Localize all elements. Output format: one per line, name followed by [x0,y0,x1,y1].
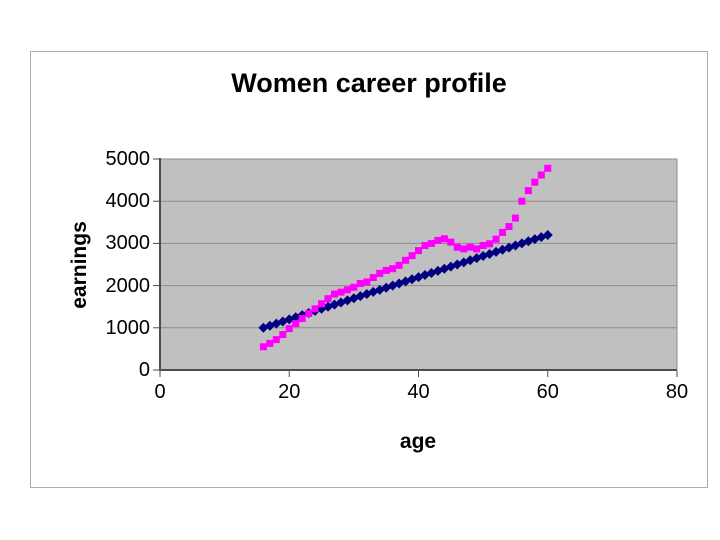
square-marker [330,290,338,298]
square-marker [350,283,358,291]
square-marker [285,325,293,333]
square-marker [505,223,513,231]
square-marker [318,300,326,308]
square-marker [421,242,429,250]
square-marker [492,235,500,243]
square-marker [337,288,345,296]
y-tick-label: 1000 [105,316,151,339]
square-marker [544,164,552,172]
square-marker [272,336,280,344]
square-marker [305,309,313,317]
square-marker [311,305,319,313]
square-marker [499,228,507,236]
square-marker [363,278,371,286]
square-marker [434,236,442,244]
y-tick-label: 3000 [105,232,151,255]
square-marker [453,243,461,251]
square-marker [486,240,494,248]
y-tick-label: 5000 [105,148,151,170]
square-marker [460,245,468,253]
square-marker [395,261,403,269]
plot-background [159,158,678,371]
square-marker [473,245,481,253]
square-marker [369,274,377,282]
x-axis-title: age [399,430,437,453]
square-marker [415,247,422,255]
square-marker [531,178,539,186]
square-marker [466,243,474,251]
square-marker [402,256,410,264]
square-marker [447,238,455,246]
square-marker [511,214,519,222]
x-tick-label: 80 [665,381,689,403]
square-marker [324,295,332,303]
square-marker [376,269,384,277]
chart-title: Women career profile [231,68,507,98]
square-marker [479,242,487,250]
square-marker [440,235,448,243]
square-marker [408,252,416,260]
y-tick-label: 2000 [105,274,151,297]
square-marker [518,197,526,205]
square-marker [279,331,287,339]
x-tick-label: 20 [278,381,301,403]
square-marker [389,265,397,273]
square-marker [266,339,274,347]
y-tick-label: 0 [138,359,150,381]
x-tick-label: 60 [536,381,559,403]
square-marker [427,239,435,247]
square-marker [524,187,532,195]
square-marker [259,343,267,351]
square-marker [356,279,364,287]
x-tick-label: 40 [407,381,430,403]
diamond-marker [542,229,553,240]
y-tick-label: 4000 [105,190,151,213]
square-marker [343,286,351,294]
square-marker [382,266,390,274]
square-marker [537,171,545,179]
square-marker [292,320,300,328]
square-marker [298,315,306,323]
x-tick-label: 0 [154,381,166,403]
diamond-marker [471,253,482,264]
